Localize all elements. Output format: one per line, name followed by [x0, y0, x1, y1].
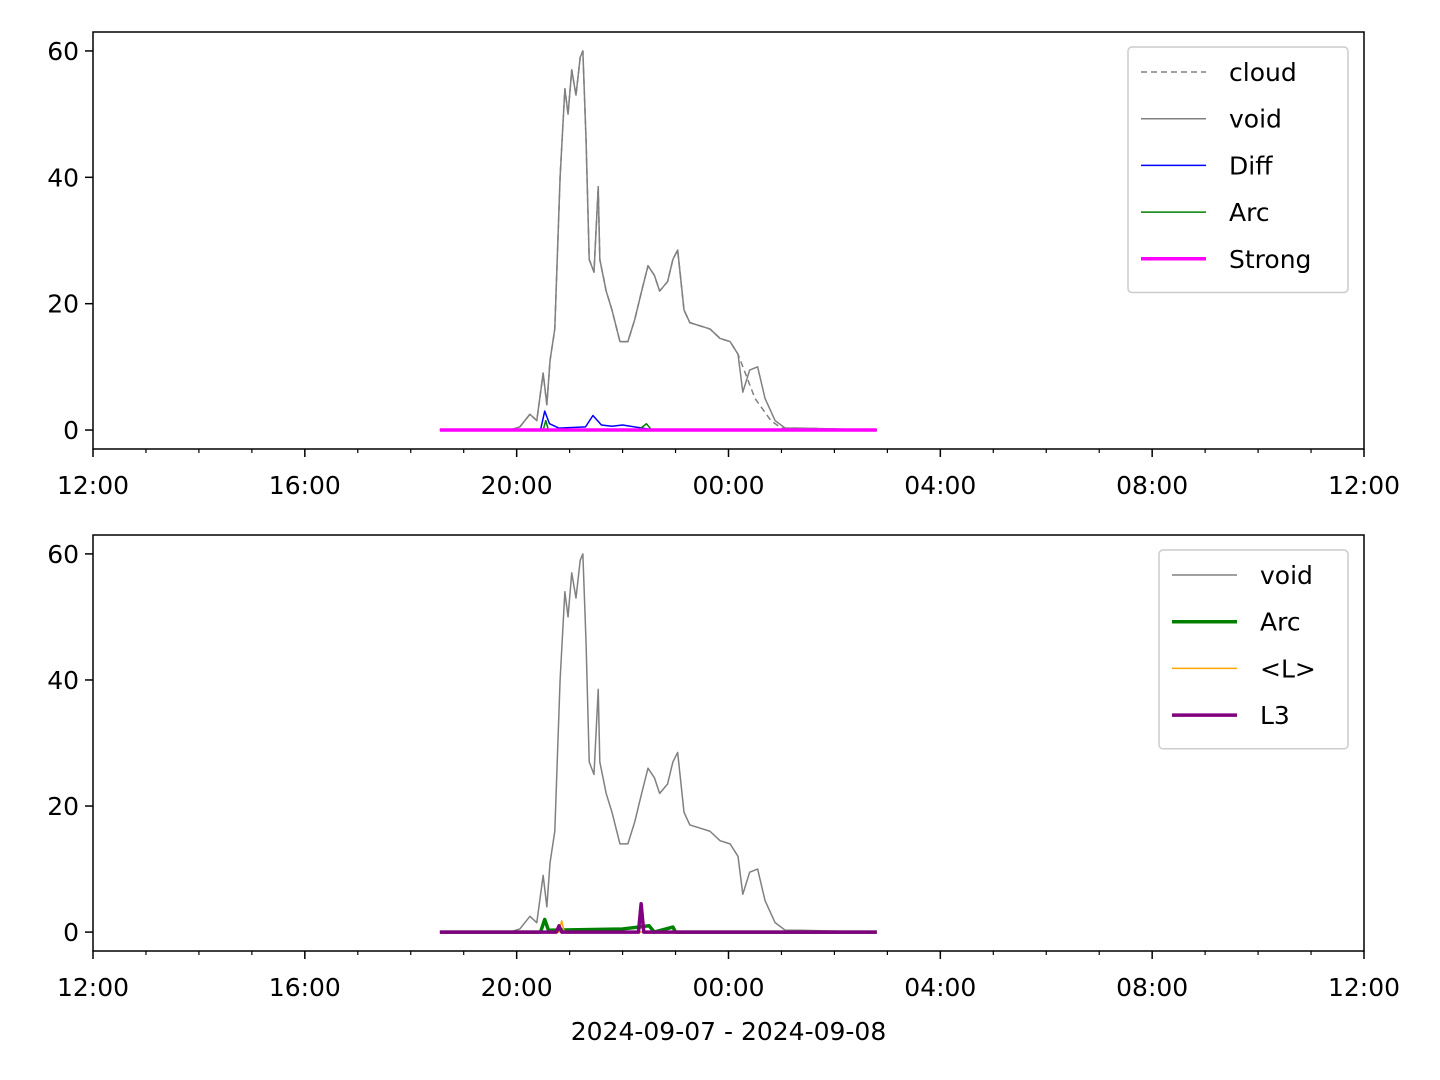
series-line [439, 553, 877, 933]
legend: void Arc <L> L3 [1158, 549, 1349, 750]
legend-label: void [1229, 105, 1282, 134]
y-tick-label: 60 [47, 540, 79, 569]
x-axis-label: 2024-09-07 - 2024-09-08 [571, 1017, 887, 1046]
y-tick-label: 20 [47, 290, 79, 319]
y-tick-label: 40 [47, 163, 79, 192]
x-tick-label: 00:00 [692, 471, 764, 500]
legend-label: L3 [1260, 701, 1290, 730]
axes-frame [92, 31, 1365, 450]
y-tick-label: 0 [63, 416, 79, 445]
x-tick-label: 08:00 [1116, 973, 1188, 1002]
x-tick-label: 04:00 [904, 471, 976, 500]
x-tick-label: 12:00 [57, 471, 129, 500]
x-tick-label: 16:00 [269, 973, 341, 1002]
legend-label: Arc [1260, 608, 1301, 637]
x-tick-label: 20:00 [481, 973, 553, 1002]
axes-frame [92, 534, 1365, 952]
legend: cloud void Diff Arc Strong [1127, 46, 1349, 294]
x-tick-label: 12:00 [57, 973, 129, 1002]
x-tick-label: 16:00 [269, 471, 341, 500]
axes: 0 20 40 60 12:00 16:00 20:00 00:00 04:00 08:00 12:… [47, 31, 1400, 500]
y-tick-label: 40 [47, 666, 79, 695]
legend-label: <L> [1260, 654, 1316, 683]
legend-label: cloud [1229, 58, 1297, 87]
legend-label: Arc [1229, 198, 1270, 227]
x-tick-label: 12:00 [1328, 973, 1400, 1002]
x-tick-label: 00:00 [692, 973, 764, 1002]
legend-frame [1127, 46, 1349, 294]
legend-label: Diff [1229, 151, 1273, 180]
axes: 0 20 40 60 12:00 16:00 20:00 00:00 04:00 08:00 12:… [47, 534, 1400, 1046]
y-tick-label: 60 [47, 37, 79, 66]
y-tick-label: 20 [47, 792, 79, 821]
series-line [439, 50, 877, 431]
series-line [439, 410, 877, 431]
x-tick-label: 20:00 [481, 471, 553, 500]
y-tick-label: 0 [63, 918, 79, 947]
series-line [439, 917, 877, 934]
x-tick-label: 04:00 [904, 973, 976, 1002]
legend-label: void [1260, 561, 1313, 590]
x-tick-label: 08:00 [1116, 471, 1188, 500]
series-line [439, 901, 877, 934]
x-tick-label: 12:00 [1328, 471, 1400, 500]
series-line [439, 50, 877, 431]
legend-frame [1158, 549, 1349, 750]
legend-label: Strong [1229, 245, 1311, 274]
